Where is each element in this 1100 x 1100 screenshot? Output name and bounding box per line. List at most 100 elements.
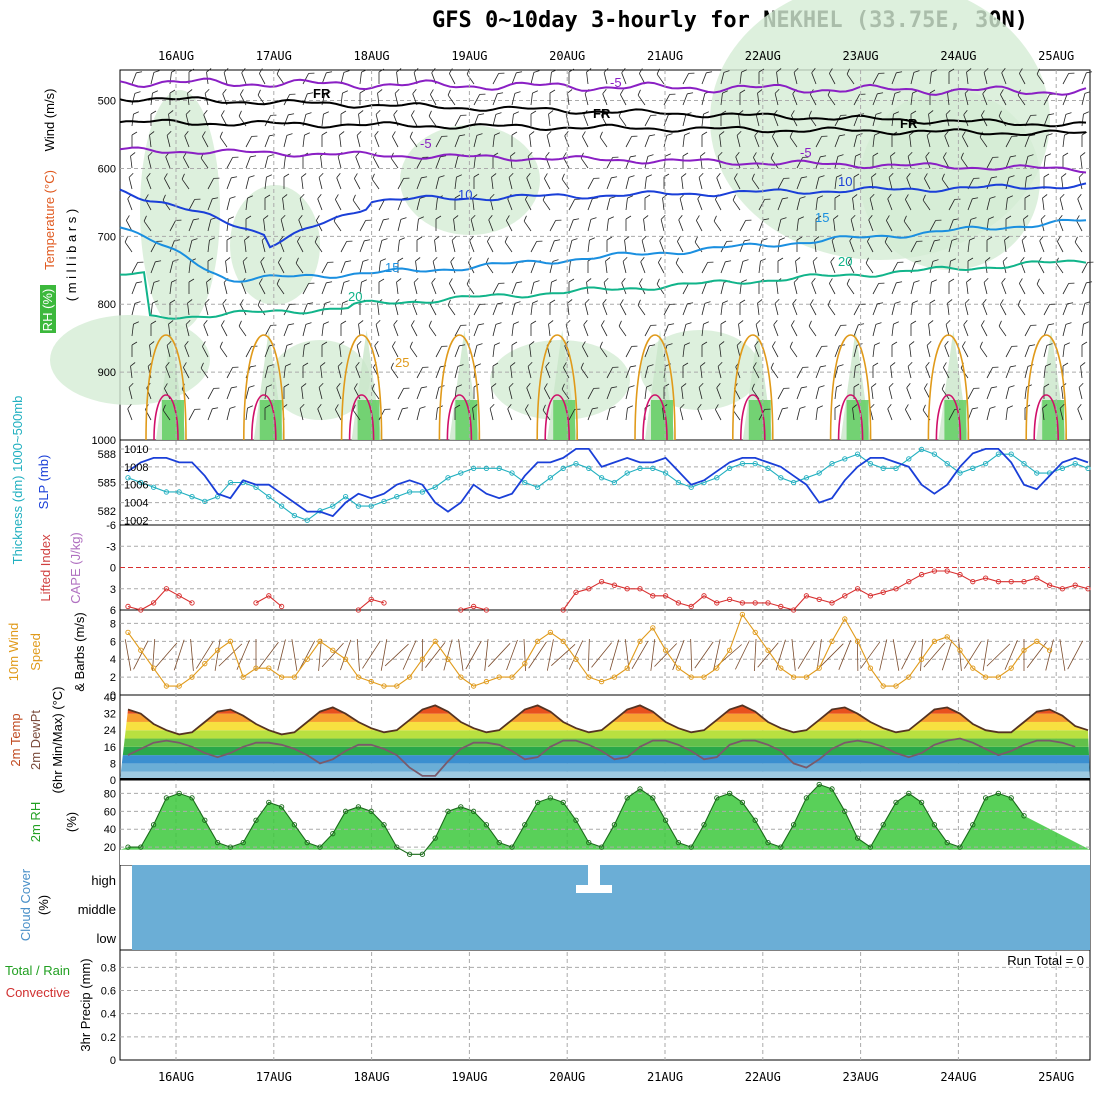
wind-barb — [184, 130, 190, 148]
thickness-point — [829, 460, 835, 467]
barb-staff — [1062, 73, 1069, 85]
barb-flag — [511, 341, 518, 346]
wind-barb — [622, 256, 628, 274]
wind-barb — [701, 261, 714, 274]
barb-flag — [837, 154, 844, 157]
barb-staff — [1057, 241, 1064, 253]
rh2m-point — [355, 804, 362, 810]
barb-staff — [188, 409, 195, 421]
barb-staff — [963, 324, 969, 337]
barb-staff — [967, 240, 970, 253]
day-label-bottom: 23AUG — [843, 1070, 879, 1084]
barb-flag — [627, 405, 633, 409]
barb-flag — [774, 88, 780, 94]
barb-flag — [384, 408, 391, 410]
barb-flag — [795, 257, 801, 262]
wind-barb — [890, 362, 896, 379]
wind-barb — [397, 217, 407, 232]
wind-barb — [833, 215, 839, 232]
barb-staff — [394, 303, 399, 316]
cloud-level-high: high — [91, 873, 116, 888]
barb-staff — [792, 303, 798, 316]
barb-staff — [164, 178, 171, 190]
wind-barb — [321, 261, 334, 274]
wind10-point — [445, 656, 451, 662]
barb-staff — [491, 387, 494, 400]
barb-flag — [583, 319, 588, 326]
barb-flag — [678, 214, 683, 221]
barb-staff — [738, 324, 741, 337]
barb-staff — [259, 73, 266, 85]
barb-flag — [204, 298, 210, 304]
wind-barb — [183, 152, 190, 169]
wind-barb — [150, 320, 157, 336]
barb-flag — [700, 362, 706, 367]
barb-staff — [280, 219, 285, 232]
barb-staff — [333, 220, 342, 232]
barb-flag — [162, 404, 166, 411]
barb-flag — [374, 340, 379, 347]
wind10-point — [189, 674, 195, 680]
ylabel-cape: CAPE (J/kg) — [68, 532, 83, 604]
barb-staff — [964, 303, 969, 316]
rh2m-point — [586, 839, 592, 846]
rh2m-point — [598, 844, 605, 850]
wind-barb — [561, 383, 570, 400]
barb-staff — [682, 73, 689, 85]
barb-staff — [492, 93, 498, 106]
wind-barb — [340, 320, 347, 336]
barb-staff — [548, 114, 551, 127]
barb-staff — [715, 199, 722, 211]
wind-barb — [337, 361, 343, 379]
barb-staff — [678, 219, 684, 232]
barb-staff — [384, 643, 409, 667]
barb-staff — [356, 135, 361, 148]
wind-barb — [777, 177, 790, 190]
wind10-barb — [920, 639, 924, 671]
wind-barb — [473, 323, 485, 337]
barb-flag — [669, 93, 676, 95]
wind-barb — [335, 404, 342, 421]
wind-barb — [219, 341, 228, 358]
barb-staff — [986, 157, 993, 169]
tick-li: 3 — [110, 584, 116, 596]
barb-flag — [1043, 383, 1050, 388]
barb-flag — [469, 235, 474, 242]
barb-staff — [411, 115, 418, 127]
barb-flag — [962, 341, 966, 347]
lifted-index-point — [906, 579, 912, 585]
day-label-top: 23AUG — [843, 49, 879, 63]
barb-flag — [722, 90, 728, 94]
wind-barb — [454, 134, 466, 148]
barb-flag — [779, 237, 785, 241]
barb-flag — [732, 194, 736, 201]
rh2m-point — [726, 790, 733, 797]
thickness-point — [432, 484, 438, 490]
barb-staff — [549, 240, 555, 253]
barb-staff — [815, 136, 822, 148]
barb-staff — [865, 262, 874, 274]
barb-staff — [853, 345, 858, 358]
barb-flag — [992, 366, 999, 368]
barb-flag — [321, 341, 328, 346]
barb-flag — [479, 93, 486, 95]
wind10-point — [854, 638, 861, 644]
barb-flag — [869, 193, 875, 199]
barb-staff — [352, 409, 361, 421]
barb-flag — [240, 299, 244, 305]
barb-flag — [165, 361, 170, 368]
wind10-barb — [753, 639, 757, 671]
wind-barb — [751, 173, 760, 190]
tick-mb-700: 700 — [98, 231, 116, 243]
barb-flag — [555, 219, 562, 221]
wind-barb — [411, 320, 418, 337]
barb-flag — [383, 218, 390, 221]
wind-barb — [318, 382, 324, 400]
barb-flag — [470, 214, 476, 220]
barb-staff — [979, 136, 988, 148]
wind-barb — [454, 404, 461, 420]
wind-barb — [545, 361, 551, 379]
barb-staff — [886, 220, 893, 232]
barb-staff — [777, 178, 784, 190]
wind-barb — [449, 278, 456, 295]
